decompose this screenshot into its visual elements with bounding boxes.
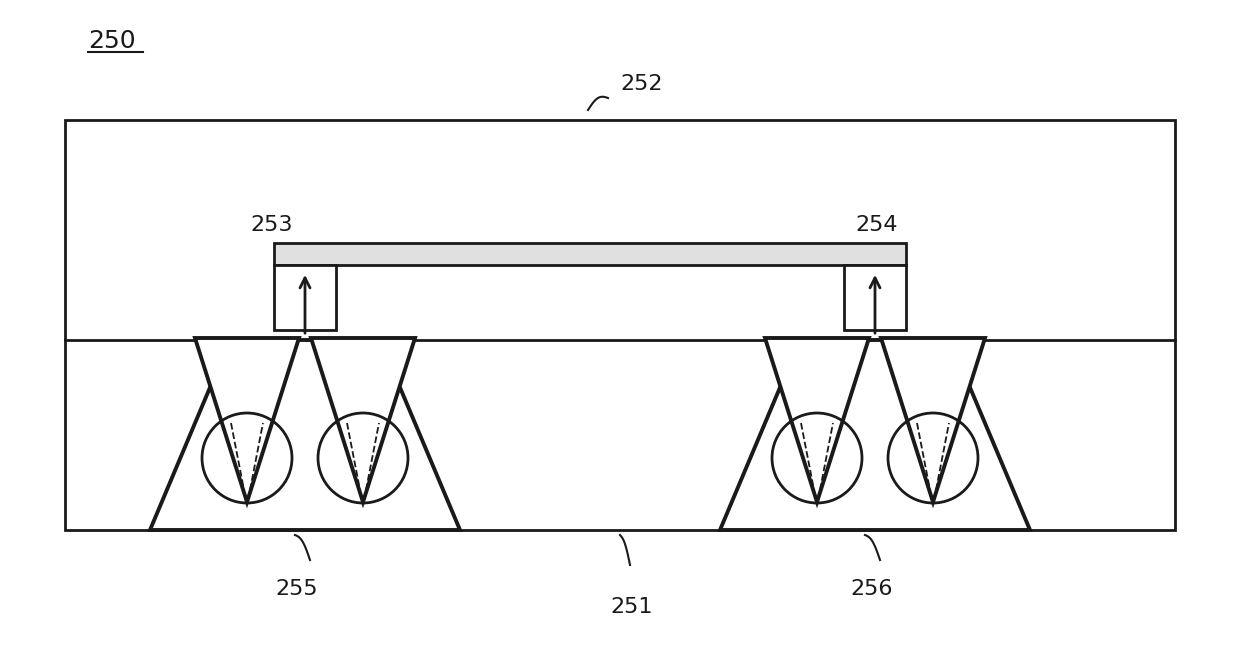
Polygon shape bbox=[880, 338, 985, 502]
Text: 251: 251 bbox=[610, 597, 652, 617]
Polygon shape bbox=[765, 338, 869, 502]
Text: 250: 250 bbox=[88, 29, 135, 53]
FancyArrowPatch shape bbox=[870, 278, 880, 333]
Bar bbox=[274, 265, 336, 330]
Polygon shape bbox=[150, 340, 460, 530]
Bar bbox=[64, 120, 1176, 530]
Text: 255: 255 bbox=[275, 579, 317, 599]
Bar bbox=[274, 243, 906, 265]
Text: 254: 254 bbox=[856, 215, 898, 235]
Text: 252: 252 bbox=[620, 74, 662, 94]
Polygon shape bbox=[720, 340, 1030, 530]
Polygon shape bbox=[311, 338, 415, 502]
Text: 253: 253 bbox=[250, 215, 293, 235]
Text: 256: 256 bbox=[849, 579, 893, 599]
Polygon shape bbox=[195, 338, 299, 502]
FancyArrowPatch shape bbox=[300, 278, 310, 333]
Bar bbox=[844, 265, 906, 330]
